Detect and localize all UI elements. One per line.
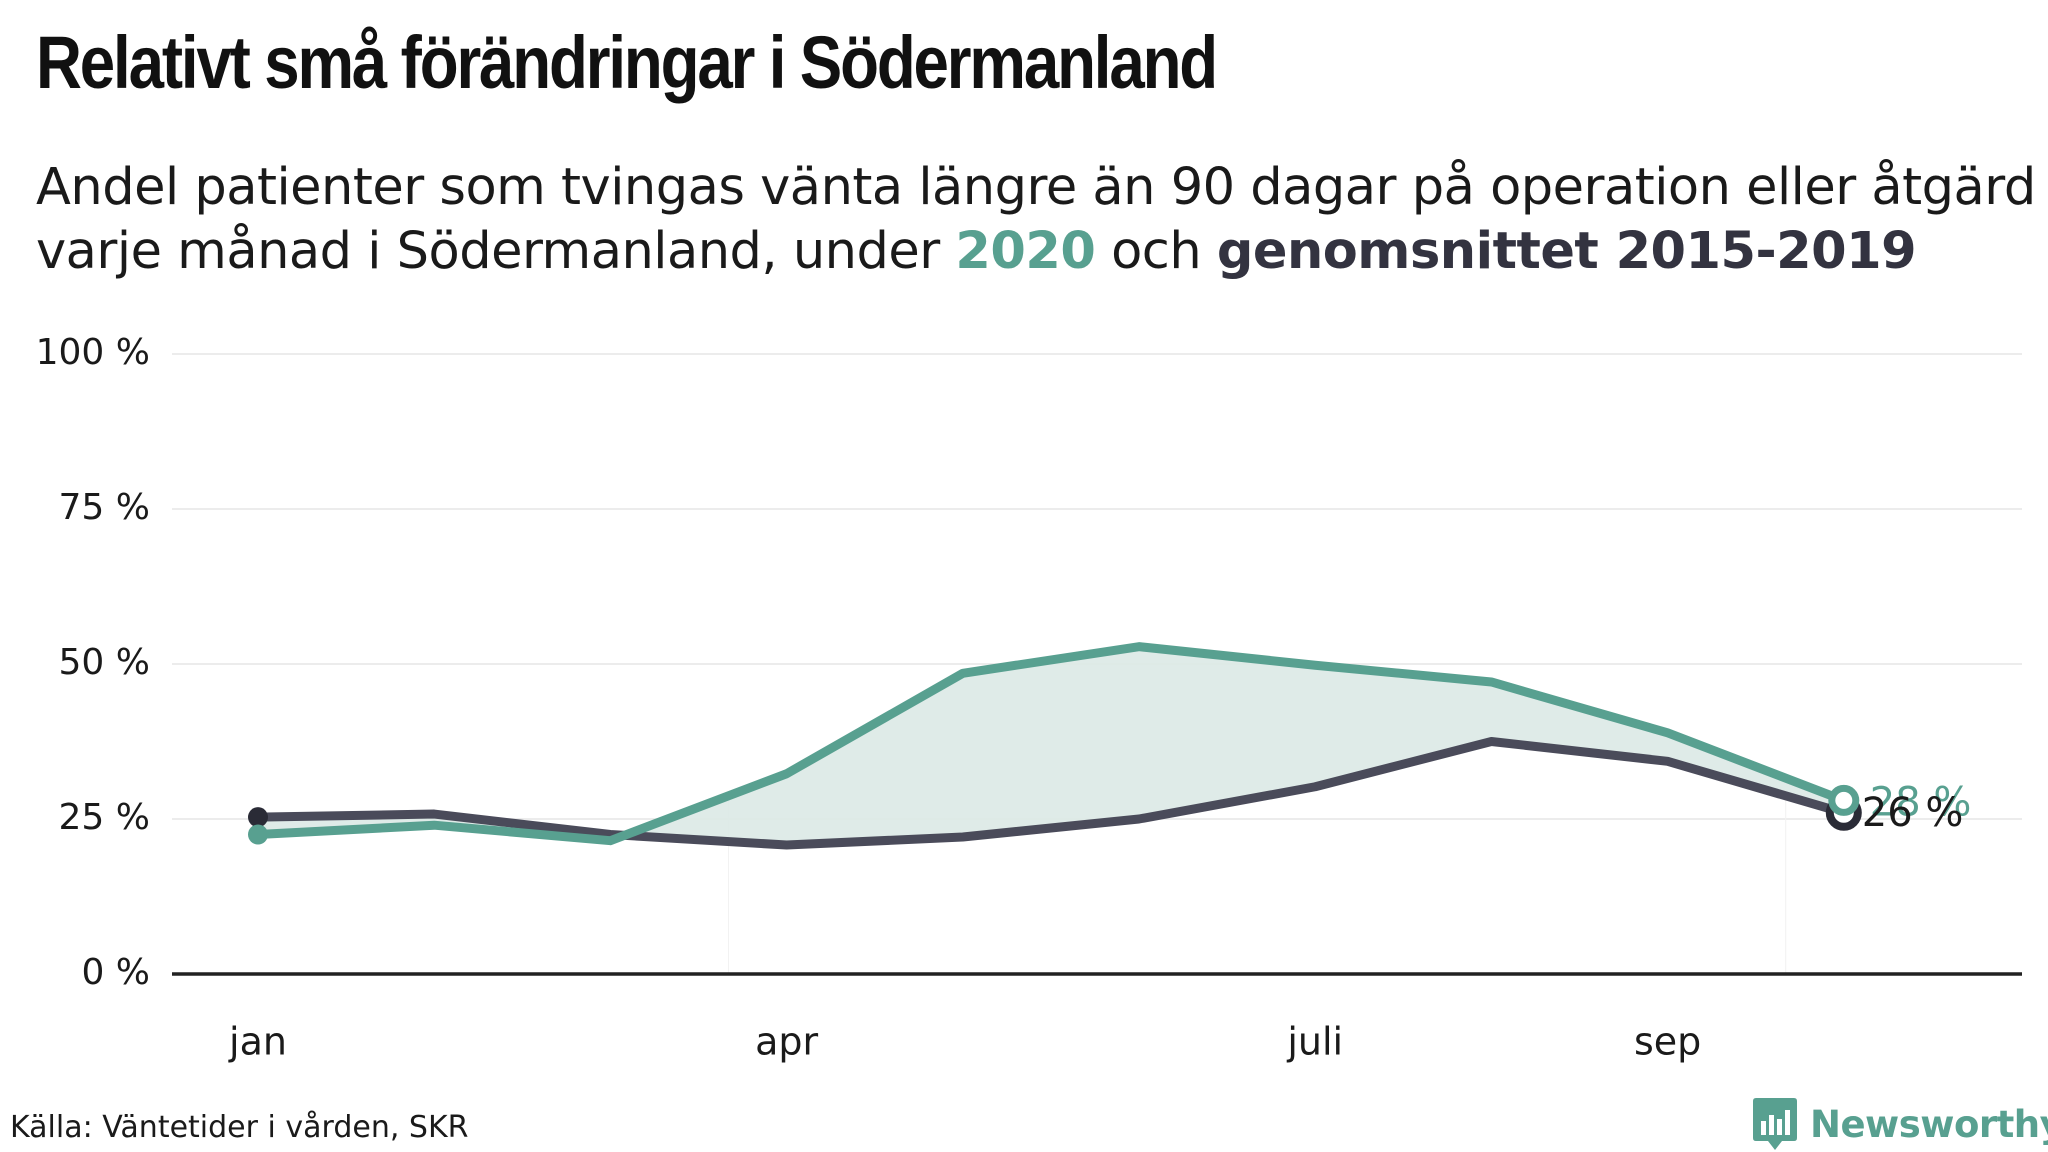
subtitle-text-1: Andel patienter som tvingas vänta längre… (36, 158, 2036, 281)
x-tick-label: jan (228, 1020, 287, 1064)
brand-name: Newsworthy (1810, 1102, 2048, 1146)
start-point-2020 (248, 824, 268, 845)
source-note: Källa: Väntetider i vården, SKR (10, 1110, 469, 1145)
series-line-2020 (253, 642, 1849, 846)
subtitle-text-2: och (1095, 222, 1217, 281)
end-label-average: 26 % (1862, 790, 1964, 836)
y-tick-label: 25 % (59, 797, 150, 838)
start-point-average (248, 807, 268, 828)
y-tick-label: 0 % (81, 952, 150, 993)
difference-area (258, 646, 1844, 846)
subtitle-highlight-average: genomsnittet 2015-2019 (1216, 222, 1917, 281)
series-line-average-2015-2019 (253, 737, 1849, 850)
x-tick-label: sep (1634, 1020, 1701, 1064)
bar-chart-icon (1753, 1098, 1797, 1150)
chart-subtitle: Andel patienter som tvingas vänta längre… (36, 156, 2036, 284)
end-label-2020: 28 % (1870, 779, 1972, 825)
chart-title: Relativt små förändringar i Södermanland (36, 21, 1218, 104)
newsworthy-logo: Newsworthy (1752, 1096, 2048, 1152)
x-tick-label: juli (1286, 1020, 1343, 1064)
y-tick-label: 50 % (59, 642, 150, 683)
y-tick-label: 100 % (36, 332, 150, 373)
subtitle-highlight-2020: 2020 (955, 222, 1096, 281)
end-point-2020 (1828, 784, 1860, 816)
x-tick-label: apr (755, 1020, 818, 1064)
y-tick-label: 75 % (59, 487, 150, 528)
